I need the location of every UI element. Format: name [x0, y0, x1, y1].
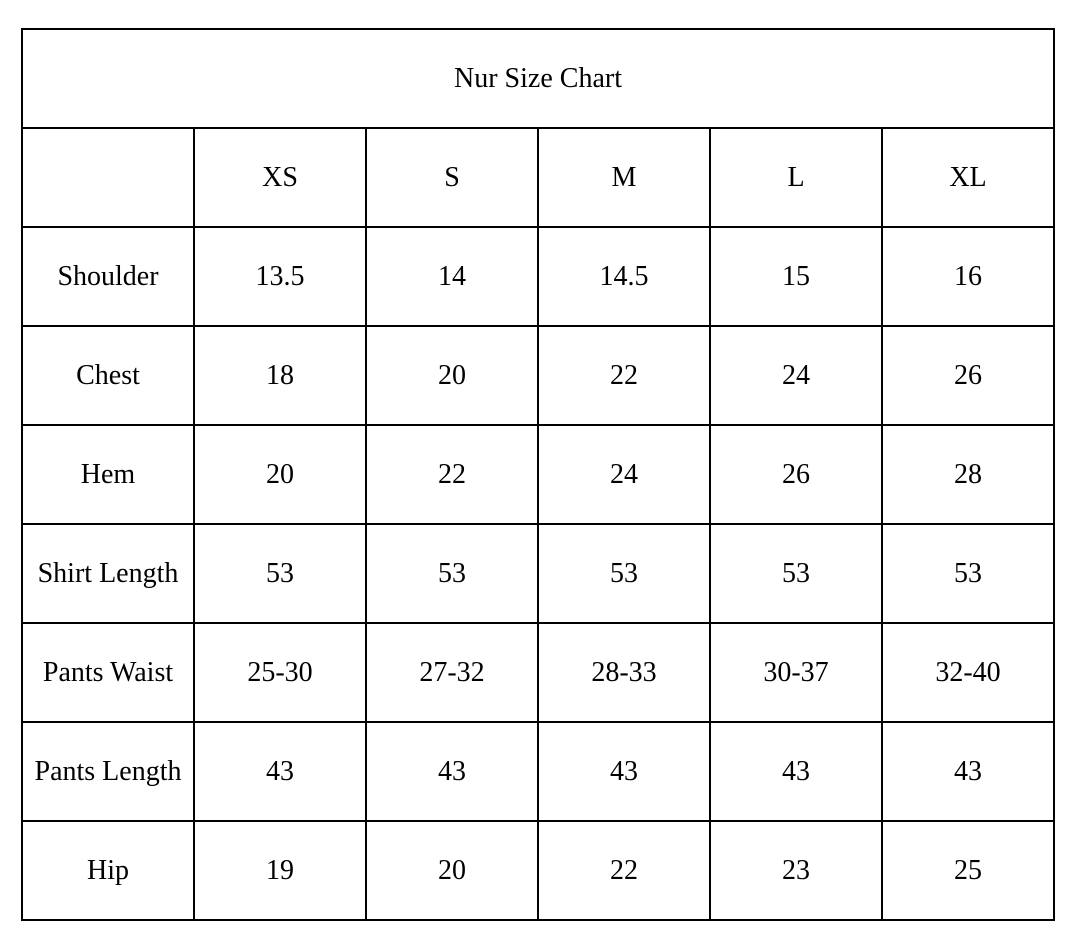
size-chart-table: Nur Size Chart XS S M L XL Shoulder 13.5… — [21, 28, 1055, 921]
row-label-pants-waist: Pants Waist — [21, 622, 195, 723]
size-value-cell: 26 — [709, 424, 883, 525]
size-value-cell: 32-40 — [881, 622, 1055, 723]
column-header-xs: XS — [193, 127, 367, 228]
table-row-chest: Chest 18 20 22 24 26 — [21, 325, 1055, 426]
size-value-cell: 18 — [193, 325, 367, 426]
row-label-shirt-length: Shirt Length — [21, 523, 195, 624]
size-value-cell: 20 — [193, 424, 367, 525]
size-value-cell: 26 — [881, 325, 1055, 426]
title-row: Nur Size Chart — [21, 28, 1055, 129]
column-header-xl: XL — [881, 127, 1055, 228]
size-value-cell: 15 — [709, 226, 883, 327]
column-header-l: L — [709, 127, 883, 228]
size-value-cell: 13.5 — [193, 226, 367, 327]
size-value-cell: 28 — [881, 424, 1055, 525]
size-value-cell: 43 — [537, 721, 711, 822]
size-value-cell: 24 — [709, 325, 883, 426]
table-row-pants-waist: Pants Waist 25-30 27-32 28-33 30-37 32-4… — [21, 622, 1055, 723]
size-value-cell: 43 — [193, 721, 367, 822]
size-value-cell: 25-30 — [193, 622, 367, 723]
size-value-cell: 19 — [193, 820, 367, 921]
size-value-cell: 14 — [365, 226, 539, 327]
table-row-hem: Hem 20 22 24 26 28 — [21, 424, 1055, 525]
size-value-cell: 53 — [193, 523, 367, 624]
column-header-s: S — [365, 127, 539, 228]
size-value-cell: 53 — [709, 523, 883, 624]
size-value-cell: 30-37 — [709, 622, 883, 723]
row-label-shoulder: Shoulder — [21, 226, 195, 327]
table-row-pants-length: Pants Length 43 43 43 43 43 — [21, 721, 1055, 822]
row-label-hip: Hip — [21, 820, 195, 921]
table-row-shoulder: Shoulder 13.5 14 14.5 15 16 — [21, 226, 1055, 327]
header-row: XS S M L XL — [21, 127, 1055, 228]
size-value-cell: 27-32 — [365, 622, 539, 723]
size-value-cell: 20 — [365, 820, 539, 921]
size-value-cell: 24 — [537, 424, 711, 525]
row-label-pants-length: Pants Length — [21, 721, 195, 822]
size-value-cell: 25 — [881, 820, 1055, 921]
size-value-cell: 43 — [365, 721, 539, 822]
size-value-cell: 28-33 — [537, 622, 711, 723]
row-label-chest: Chest — [21, 325, 195, 426]
size-value-cell: 43 — [881, 721, 1055, 822]
size-value-cell: 22 — [537, 820, 711, 921]
size-value-cell: 43 — [709, 721, 883, 822]
size-value-cell: 20 — [365, 325, 539, 426]
size-value-cell: 22 — [537, 325, 711, 426]
size-value-cell: 23 — [709, 820, 883, 921]
table-row-hip: Hip 19 20 22 23 25 — [21, 820, 1055, 921]
column-header-blank — [21, 127, 195, 228]
size-value-cell: 53 — [365, 523, 539, 624]
size-value-cell: 16 — [881, 226, 1055, 327]
row-label-hem: Hem — [21, 424, 195, 525]
size-value-cell: 53 — [881, 523, 1055, 624]
size-value-cell: 14.5 — [537, 226, 711, 327]
table-row-shirt-length: Shirt Length 53 53 53 53 53 — [21, 523, 1055, 624]
size-chart-container: Nur Size Chart XS S M L XL Shoulder 13.5… — [21, 28, 1055, 921]
size-value-cell: 53 — [537, 523, 711, 624]
chart-title: Nur Size Chart — [21, 28, 1055, 129]
size-value-cell: 22 — [365, 424, 539, 525]
column-header-m: M — [537, 127, 711, 228]
